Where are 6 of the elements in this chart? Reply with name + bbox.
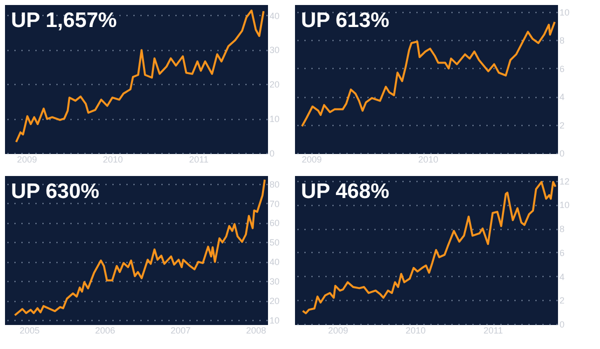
line-series [14,178,266,316]
chart-title: UP 468% [301,180,390,203]
chart-title: UP 613% [301,9,390,32]
line-series [302,180,556,314]
chart-title: UP 1,657% [11,9,118,32]
chart-title: UP 630% [11,180,100,203]
